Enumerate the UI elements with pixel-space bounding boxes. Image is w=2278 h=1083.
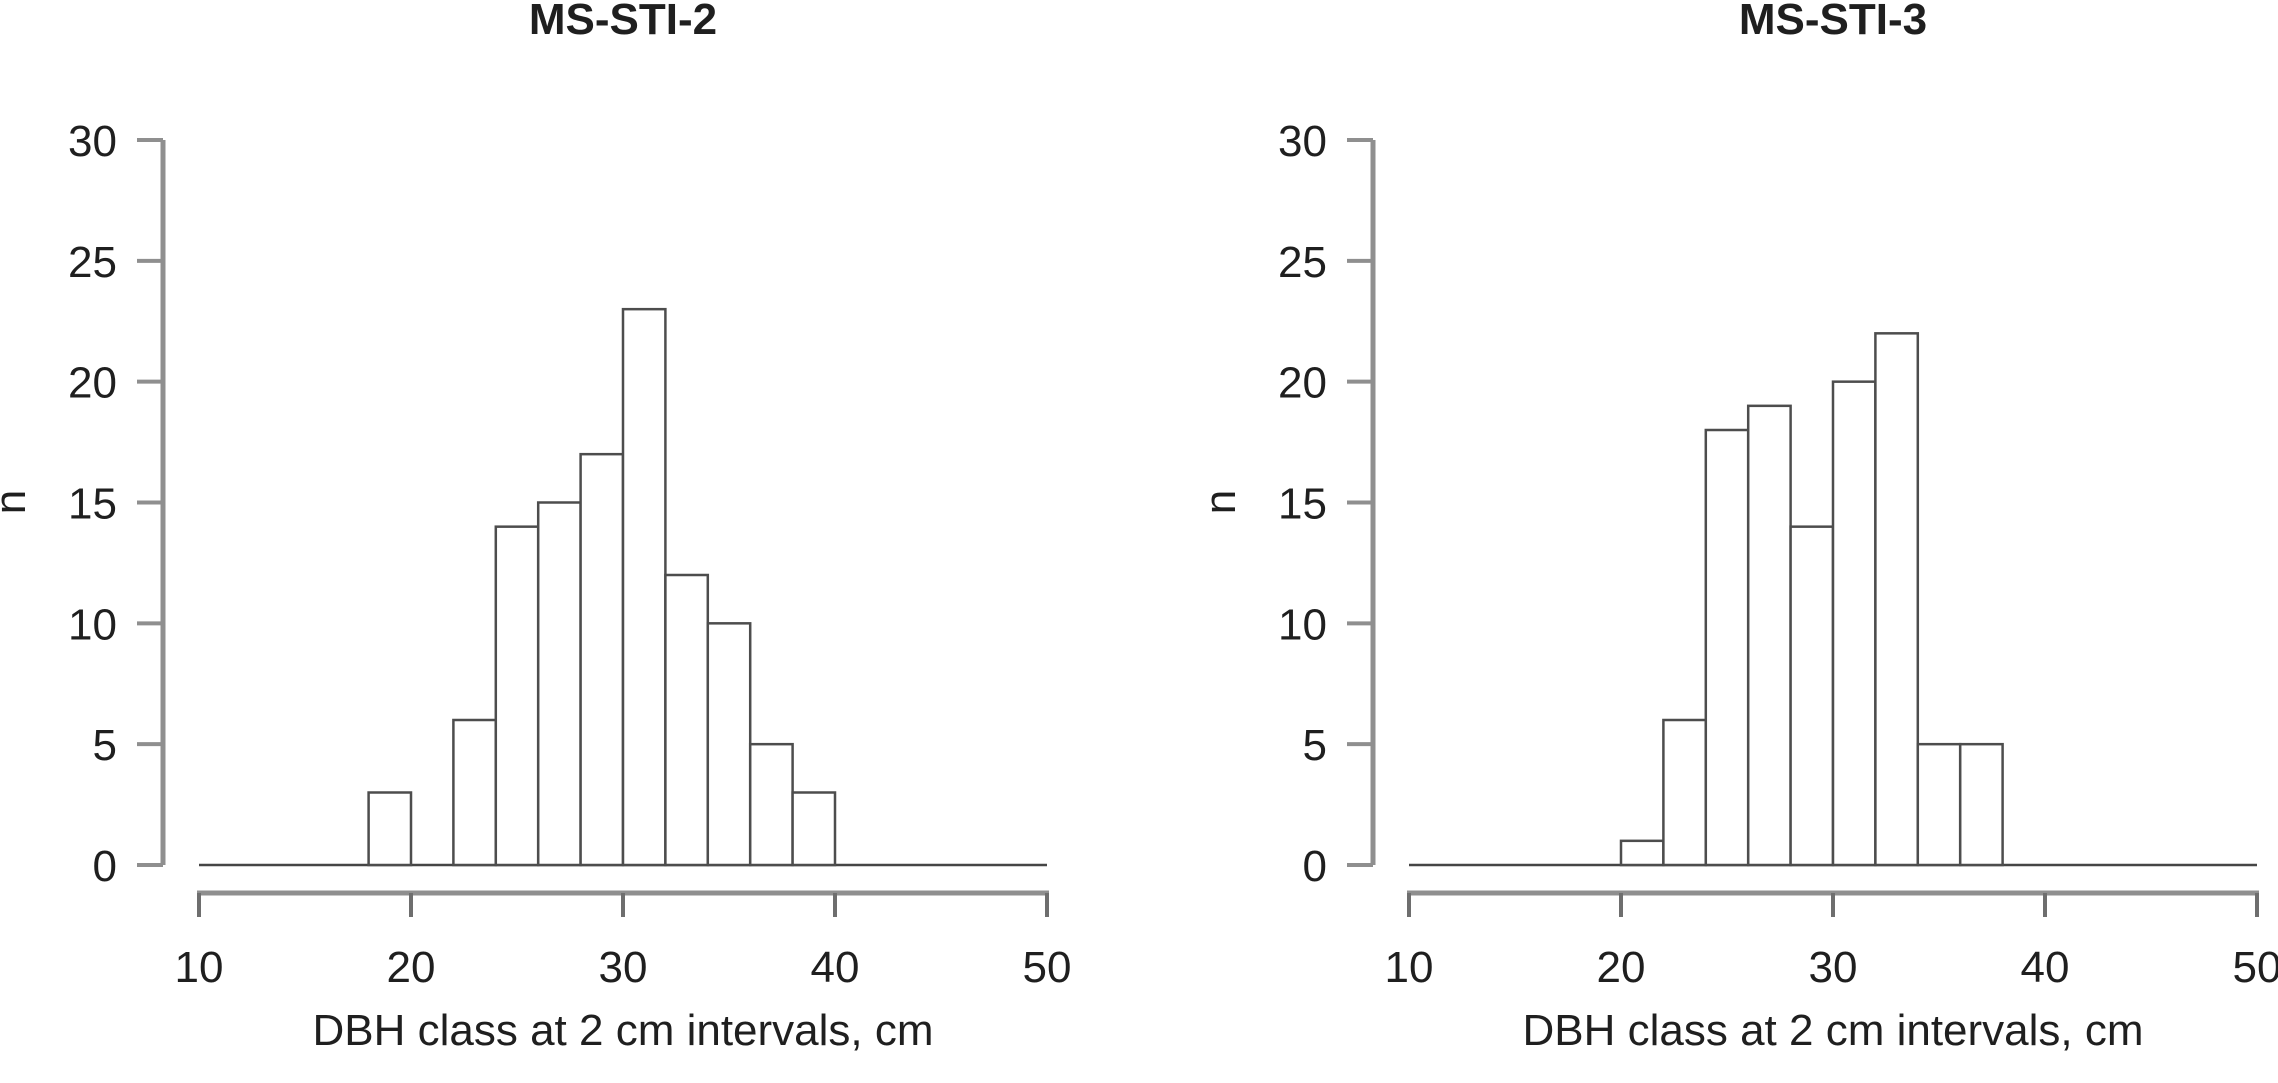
- y-axis-tick-label: 20: [1278, 359, 1327, 408]
- histogram-bar: [536, 501, 582, 867]
- x-axis-tick-label: 40: [2021, 943, 2070, 992]
- y-axis-tick-label: 30: [68, 117, 117, 166]
- chart-title: MS-STI-3: [1739, 0, 1927, 44]
- histogram-bar: [452, 718, 498, 867]
- x-axis-label: DBH class at 2 cm intervals, cm: [1522, 1006, 2143, 1055]
- histogram-bar: [1662, 718, 1708, 867]
- y-axis-label: n: [0, 490, 35, 514]
- histogram-panel-ms-sti-2: MS-STI-2 0 5 10 15 20 25 30 n 10 20 30 40 50 DBH class…: [0, 0, 1071, 1055]
- histogram-bar: [1704, 428, 1750, 867]
- y-axis-tick-label: 15: [68, 479, 117, 528]
- x-axis-tick-label: 50: [2233, 943, 2278, 992]
- y-axis-tick-label: 5: [93, 721, 117, 770]
- chart-title: MS-STI-2: [529, 0, 717, 44]
- y-axis-tick-label: 10: [1278, 600, 1327, 649]
- histogram-bar: [621, 307, 667, 867]
- histogram-panel-ms-sti-3: MS-STI-3 0 5 10 15 20 25 30 n 10 20 30 40 50 DBH class…: [1196, 0, 2278, 1055]
- histogram-bar: [706, 622, 752, 867]
- x-axis-tick-label: 20: [387, 943, 436, 992]
- y-axis-label: n: [1196, 490, 1245, 514]
- histogram-bar: [664, 573, 710, 867]
- histogram-bar: [1874, 332, 1920, 867]
- y-axis-tick-label: 25: [68, 238, 117, 287]
- histogram-bar: [1619, 839, 1665, 867]
- y-axis-tick-label: 5: [1303, 721, 1327, 770]
- histogram-bar: [494, 525, 540, 867]
- y-axis-tick-label: 20: [68, 359, 117, 408]
- histogram-bar: [748, 742, 794, 867]
- histogram-bar: [1958, 742, 2004, 867]
- histogram-bar: [1831, 380, 1877, 867]
- histogram-bar: [579, 452, 625, 867]
- x-axis-tick-label: 20: [1597, 943, 1646, 992]
- histogram-bar: [1789, 525, 1835, 867]
- x-axis-tick-label: 30: [1809, 943, 1858, 992]
- y-axis-tick-label: 25: [1278, 238, 1327, 287]
- y-axis-tick-label: 10: [68, 600, 117, 649]
- y-axis-tick-label: 0: [1303, 842, 1327, 891]
- histogram-bar: [1916, 742, 1962, 867]
- y-axis-tick-label: 0: [93, 842, 117, 891]
- x-axis-label: DBH class at 2 cm intervals, cm: [312, 1006, 933, 1055]
- histogram-bar: [367, 791, 413, 867]
- histogram-bar: [1746, 404, 1792, 867]
- y-axis-tick-label: 30: [1278, 117, 1327, 166]
- histogram-bar: [791, 791, 837, 867]
- x-axis-tick-label: 40: [811, 943, 860, 992]
- x-axis-tick-label: 10: [1385, 943, 1434, 992]
- y-axis-tick-label: 15: [1278, 479, 1327, 528]
- x-axis-tick-label: 10: [175, 943, 224, 992]
- x-axis-tick-label: 30: [599, 943, 648, 992]
- x-axis-tick-label: 50: [1023, 943, 1072, 992]
